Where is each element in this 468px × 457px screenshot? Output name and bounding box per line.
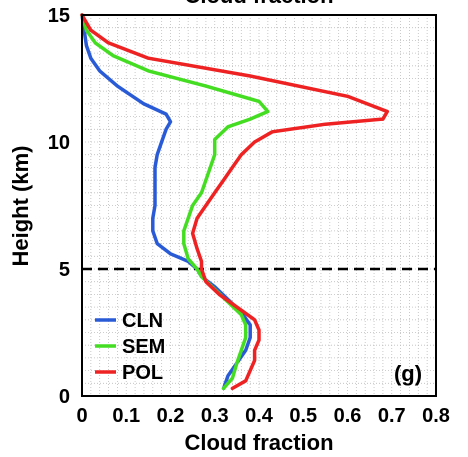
y-axis-label: Height (km) [8, 146, 33, 267]
x-tick-label: 0.3 [201, 405, 229, 427]
x-tick-label: 0.5 [289, 405, 317, 427]
chart-title: Cloud fraction [184, 0, 333, 8]
series-line-cln [80, 13, 252, 391]
y-tick-label: 5 [59, 259, 70, 281]
y-tick-labels: 0 5 10 15 [48, 5, 70, 408]
y-tick-label: 0 [59, 386, 70, 408]
x-axis-label: Cloud fraction [184, 430, 333, 455]
x-tick-labels: 0 0.1 0.2 0.3 0.4 0.5 0.6 0.7 0.8 [76, 405, 449, 427]
legend-label-pol: POL [122, 362, 163, 384]
x-tick-label: 0.7 [378, 405, 406, 427]
x-tick-label: 0.6 [334, 405, 362, 427]
y-tick-label: 10 [48, 132, 70, 154]
plot-frame [81, 14, 437, 397]
x-tick-label: 0.8 [422, 405, 450, 427]
legend: CLN SEM POL [95, 310, 165, 384]
legend-label-cln: CLN [122, 310, 163, 332]
series-line-pol [80, 13, 390, 391]
x-tick-label: 0.2 [157, 405, 185, 427]
legend-label-sem: SEM [122, 336, 165, 358]
series-line-sem [80, 13, 270, 391]
panel-label: (g) [394, 361, 422, 386]
series-lines [80, 13, 390, 391]
x-tick-label: 0.4 [245, 405, 274, 427]
x-tick-label: 0.1 [112, 405, 140, 427]
grid-lines [82, 15, 436, 396]
x-tick-label: 0 [76, 405, 87, 427]
y-tick-label: 15 [48, 5, 70, 27]
